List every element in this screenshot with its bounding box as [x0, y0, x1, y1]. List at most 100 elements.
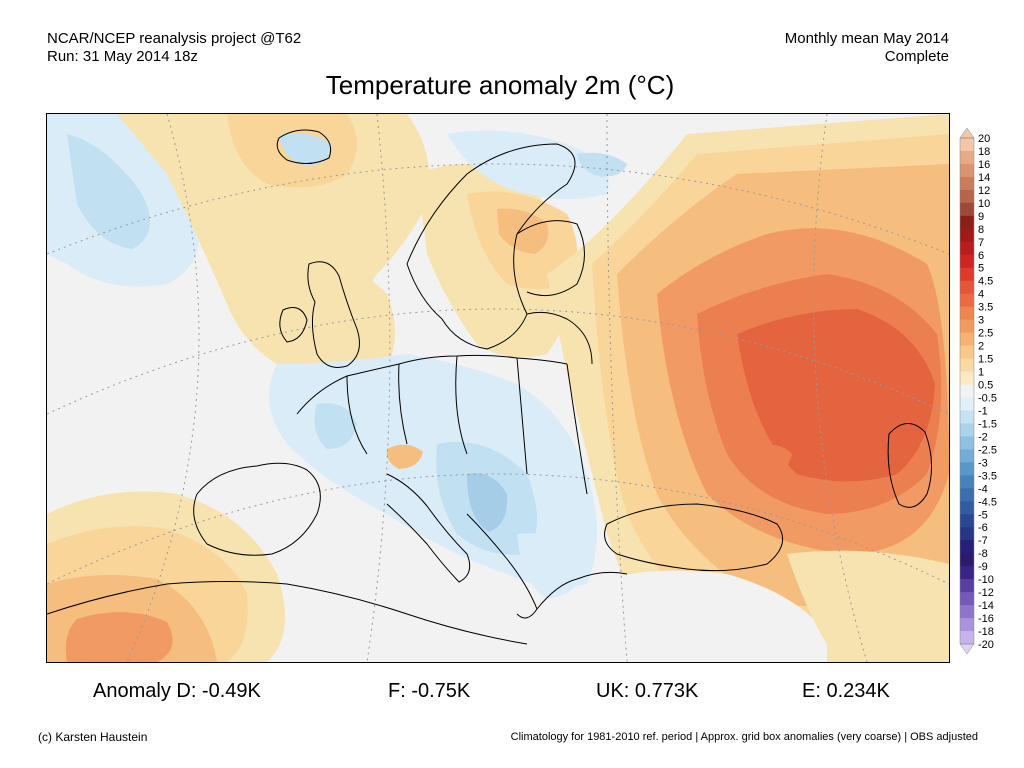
colorbar-canvas: 201816141210987654.543.532.521.510.5-0.5…: [959, 127, 997, 655]
anomaly-warm-alps: [386, 444, 423, 469]
colorbar-swatch: [960, 280, 974, 295]
anomaly-warm-turkey-east: [787, 550, 949, 662]
colorbar-tick-label: 6: [978, 250, 984, 262]
colorbar-outline: [959, 137, 975, 645]
colorbar-tick-label: -2.5: [978, 444, 997, 456]
colorbar-tick-label: 10: [978, 198, 990, 210]
colorbar-swatch: [960, 631, 974, 645]
anomaly-neutral-turkey: [587, 570, 827, 662]
colorbar-tick-label: 2.5: [978, 328, 993, 340]
colorbar-tick-label: 0.5: [978, 380, 993, 392]
anomaly-cool-atlantic-core: [67, 134, 150, 249]
colorbar-swatch: [960, 397, 974, 411]
colorbar-tick-label: -9: [978, 561, 988, 573]
colorbar-swatch: [960, 189, 974, 204]
colorbar-tick-label: -4.5: [978, 496, 997, 508]
header-right: Monthly mean May 2014 Complete: [785, 30, 949, 66]
anomaly-germany: Anomaly D: -0.49K: [93, 680, 261, 702]
anomaly-warm-crimea: [756, 445, 792, 476]
colorbar: 20 18 16 14 12 10 9 8 7 6 5 4.5 4 3.5 3 2.5 2 1.5 1 0.5 -0.5…: [958, 126, 1024, 656]
anomaly-cool-greece: [517, 533, 587, 599]
colorbar-tick-label: 3.5: [978, 302, 993, 314]
colorbar-tick-label: 1.5: [978, 354, 993, 366]
colorbar-swatch: [960, 150, 974, 165]
colorbar-tick-label: -3.5: [978, 470, 997, 482]
colorbar-top-arrow: [959, 127, 975, 139]
colorbar-tick-label: -10: [978, 574, 994, 586]
anomaly-cool-balkans-core: [467, 473, 508, 532]
colorbar-swatch: [960, 384, 974, 398]
colorbar-swatch: [960, 215, 974, 230]
map-coastlines: [47, 129, 933, 645]
colorbar-swatch: [960, 163, 974, 178]
colorbar-tick-label: -20: [978, 639, 994, 651]
colorbar-swatch: [960, 488, 974, 502]
run-label: Run: 31 May 2014 18z: [47, 48, 198, 65]
colorbar-swatch: [960, 605, 974, 619]
colorbar-tick-label: -8: [978, 548, 988, 560]
colorbar-swatch: [960, 293, 974, 308]
colorbar-tick-label: 5: [978, 263, 984, 275]
colorbar-swatch: [960, 462, 974, 476]
colorbar-tick-label: 4: [978, 289, 984, 301]
colorbar-swatch: [960, 138, 974, 152]
colorbar-tick-label: -18: [978, 626, 994, 638]
colorbar-tick-label: 14: [978, 172, 990, 184]
colorbar-swatch: [960, 553, 974, 567]
colorbar-swatch: [960, 475, 974, 489]
anomaly-france: F: -0.75K: [388, 680, 471, 702]
credit: (c) Karsten Haustein: [38, 730, 148, 744]
regional-anomalies: Anomaly D: -0.49K F: -0.75K UK: 0.773K E…: [0, 680, 1024, 706]
colorbar-tick-label: -6: [978, 522, 988, 534]
colorbar-tick-label: 16: [978, 159, 990, 171]
colorbar-tick-label: -2: [978, 431, 988, 443]
anomaly-warm-morocco-core: [65, 612, 173, 662]
anomaly-warm-east-35: [737, 309, 935, 482]
colorbar-tick-label: -12: [978, 587, 994, 599]
colorbar-swatch: [960, 540, 974, 554]
colorbar-swatch: [960, 618, 974, 632]
colorbar-swatch: [960, 345, 974, 360]
colorbar-tick-label: 9: [978, 211, 984, 223]
colorbar-swatch: [960, 501, 974, 515]
colorbar-tick-label: -5: [978, 509, 988, 521]
colorbar-swatch: [960, 241, 974, 256]
colorbar-swatch: [960, 592, 974, 606]
colorbar-tick-label: -4: [978, 483, 988, 495]
colorbar-tick-label: 7: [978, 237, 984, 249]
project-label: NCAR/NCEP reanalysis project @T62: [47, 30, 302, 47]
colorbar-swatch: [960, 254, 974, 269]
anomaly-cool-kola: [577, 152, 627, 177]
colorbar-tick-label: -16: [978, 613, 994, 625]
colorbar-swatch: [960, 358, 974, 373]
anomaly-uk: UK: 0.773K: [596, 680, 699, 702]
colorbar-tick-label: -14: [978, 600, 994, 612]
anomaly-cool-france: [314, 403, 357, 449]
map-canvas: [47, 114, 949, 662]
colorbar-swatch: [960, 319, 974, 334]
colorbar-swatch: [960, 176, 974, 191]
anomaly-map: [46, 113, 950, 663]
colorbar-swatch: [960, 410, 974, 424]
colorbar-swatch: [960, 436, 974, 450]
anomaly-england: E: 0.234K: [802, 680, 890, 702]
colorbar-swatch: [960, 306, 974, 321]
colorbar-swatch: [960, 267, 974, 282]
colorbar-swatch: [960, 527, 974, 541]
colorbar-swatch: [960, 449, 974, 463]
colorbar-tick-label: -1.5: [978, 418, 997, 430]
colorbar-swatch: [960, 332, 974, 347]
colorbar-tick-label: 12: [978, 185, 990, 197]
colorbar-tick-label: 4.5: [978, 276, 993, 288]
colorbar-tick-label: 3: [978, 315, 984, 327]
period-label: Monthly mean May 2014: [784, 30, 949, 47]
header-left: NCAR/NCEP reanalysis project @T62 Run: 3…: [47, 30, 301, 66]
status-label: Complete: [884, 48, 949, 65]
colorbar-tick-label: -1: [978, 405, 988, 417]
colorbar-swatch: [960, 202, 974, 217]
colorbar-tick-label: 8: [978, 224, 984, 236]
colorbar-tick-label: 20: [978, 133, 990, 145]
colorbar-swatch: [960, 514, 974, 528]
colorbar-swatch: [960, 566, 974, 580]
map-title: Temperature anomaly 2m (°C): [325, 70, 675, 100]
